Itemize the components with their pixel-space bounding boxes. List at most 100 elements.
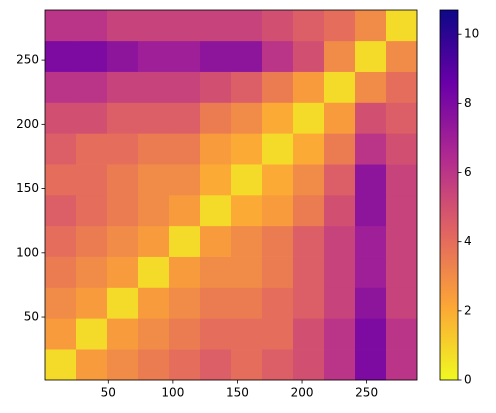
heat-cell xyxy=(200,225,232,257)
heat-cell xyxy=(231,287,263,319)
heat-cell xyxy=(324,349,356,381)
heat-cell xyxy=(138,10,170,42)
heat-cell xyxy=(138,102,170,134)
heat-cell xyxy=(231,40,263,72)
heat-cell xyxy=(262,102,294,134)
heat-cell xyxy=(386,40,418,72)
heat-cell xyxy=(231,349,263,381)
x-tick-label: 100 xyxy=(161,386,184,400)
heat-cell xyxy=(107,318,139,350)
heat-cell xyxy=(355,318,387,350)
heat-cell xyxy=(169,10,201,42)
heat-cell xyxy=(262,287,294,319)
colorbar-tick-label: 8 xyxy=(464,96,472,110)
heat-cell xyxy=(45,256,77,288)
heat-cell xyxy=(107,287,139,319)
heat-cell xyxy=(200,164,232,196)
x-tick-label: 200 xyxy=(291,386,314,400)
heat-cell xyxy=(76,102,108,134)
heat-cell xyxy=(138,195,170,227)
y-tick-label: 150 xyxy=(16,181,39,195)
heat-cell xyxy=(138,225,170,257)
heat-cell xyxy=(324,318,356,350)
heat-cell xyxy=(386,287,418,319)
y-tick-label: 50 xyxy=(24,310,39,324)
heat-cell xyxy=(386,318,418,350)
y-tick-label: 200 xyxy=(16,117,39,131)
x-tick-label: 150 xyxy=(226,386,249,400)
heat-cell xyxy=(293,349,325,381)
heat-cell xyxy=(293,40,325,72)
heat-cell xyxy=(138,164,170,196)
heat-cell xyxy=(262,349,294,381)
heat-cell xyxy=(355,164,387,196)
heat-cell xyxy=(200,349,232,381)
heat-cell xyxy=(45,287,77,319)
heat-cell xyxy=(107,102,139,134)
colorbar-tick-label: 4 xyxy=(464,234,472,248)
heat-cell xyxy=(324,40,356,72)
heat-cell xyxy=(386,10,418,42)
heat-cell xyxy=(262,225,294,257)
heat-cell xyxy=(293,287,325,319)
heat-cell xyxy=(76,164,108,196)
heat-cell xyxy=(262,318,294,350)
heat-cell xyxy=(76,10,108,42)
heat-cell xyxy=(169,133,201,165)
heat-cell xyxy=(76,349,108,381)
heat-cell xyxy=(76,256,108,288)
heat-cell xyxy=(262,40,294,72)
heat-cell xyxy=(45,71,77,103)
colorbar-tick-label: 0 xyxy=(464,373,472,387)
heat-cell xyxy=(200,256,232,288)
heat-cell xyxy=(200,195,232,227)
colorbar-tick-label: 6 xyxy=(464,165,472,179)
heat-cell xyxy=(386,256,418,288)
plot-frame xyxy=(44,9,418,381)
heat-cell xyxy=(293,318,325,350)
heat-cell xyxy=(262,164,294,196)
heat-cell xyxy=(262,71,294,103)
heat-cell xyxy=(200,71,232,103)
heat-cell xyxy=(231,102,263,134)
heat-cell xyxy=(76,71,108,103)
heat-cell xyxy=(107,225,139,257)
heat-cell xyxy=(355,102,387,134)
heat-cell xyxy=(138,40,170,72)
heat-cell xyxy=(107,71,139,103)
heat-cell xyxy=(324,102,356,134)
heat-cell xyxy=(231,256,263,288)
heat-cell xyxy=(355,195,387,227)
heat-cell xyxy=(262,133,294,165)
heat-cell xyxy=(231,164,263,196)
heat-cell xyxy=(293,195,325,227)
y-tick-label: 100 xyxy=(16,245,39,259)
heat-cell xyxy=(169,102,201,134)
heat-cell xyxy=(355,256,387,288)
heat-cell xyxy=(200,10,232,42)
y-tick-label: 250 xyxy=(16,53,39,67)
heat-cell xyxy=(324,287,356,319)
heat-cell xyxy=(169,195,201,227)
heat-cell xyxy=(45,40,77,72)
heat-cell xyxy=(355,349,387,381)
heat-cell xyxy=(169,318,201,350)
heat-cell xyxy=(386,102,418,134)
heat-cell xyxy=(324,133,356,165)
heat-cell xyxy=(355,40,387,72)
heat-cell xyxy=(138,71,170,103)
heat-cell xyxy=(386,133,418,165)
heat-cell xyxy=(293,71,325,103)
heat-cell xyxy=(293,256,325,288)
heat-cell xyxy=(107,164,139,196)
heat-cell xyxy=(107,256,139,288)
heat-cell xyxy=(107,195,139,227)
heat-cell xyxy=(76,133,108,165)
heat-cell xyxy=(200,102,232,134)
heat-cell xyxy=(107,133,139,165)
heat-cell xyxy=(324,71,356,103)
heat-cell xyxy=(45,349,77,381)
heat-cell xyxy=(324,195,356,227)
heat-cell xyxy=(324,164,356,196)
heat-cell xyxy=(45,318,77,350)
